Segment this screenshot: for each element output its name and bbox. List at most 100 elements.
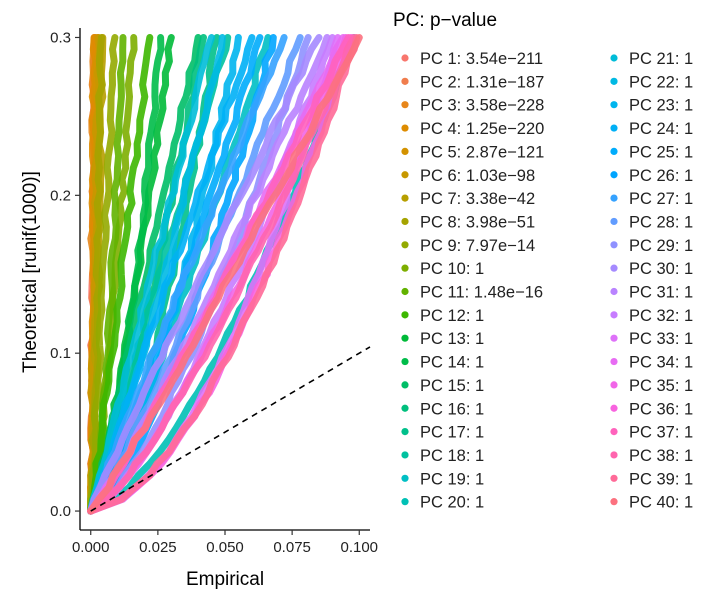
legend: PC: p−value PC 1: 3.54e−211 PC 2: 1.31e−1… xyxy=(393,10,693,512)
legend-item: PC 11: 1.48e−16 xyxy=(401,284,543,302)
legend-label: PC 21: 1 xyxy=(629,50,693,68)
legend-item: PC 37: 1 xyxy=(610,424,693,442)
legend-label: PC 11: 1.48e−16 xyxy=(420,284,543,302)
legend-label: PC 16: 1 xyxy=(420,400,484,418)
legend-swatch xyxy=(401,404,409,412)
legend-item: PC 38: 1 xyxy=(610,447,693,465)
legend-item: PC 32: 1 xyxy=(610,307,693,325)
legend-item: PC 17: 1 xyxy=(401,424,484,442)
legend-label: PC 17: 1 xyxy=(420,424,484,442)
y-tick-label: 0.3 xyxy=(50,29,71,46)
legend-item: PC 31: 1 xyxy=(610,284,693,302)
legend-swatch xyxy=(610,171,618,179)
legend-label: PC 3: 3.58e−228 xyxy=(420,97,544,115)
legend-swatch xyxy=(401,334,409,342)
legend-item: PC 8: 3.98e−51 xyxy=(401,213,535,231)
legend-label: PC 2: 1.31e−187 xyxy=(420,73,544,91)
legend-swatch xyxy=(401,287,409,296)
legend-item: PC 5: 2.87e−121 xyxy=(401,143,544,161)
legend-label: PC 22: 1 xyxy=(629,73,693,91)
legend-swatch xyxy=(401,171,409,179)
legend-label: PC 4: 1.25e−220 xyxy=(420,120,544,138)
legend-label: PC 7: 3.38e−42 xyxy=(420,190,535,208)
legend-item: PC 29: 1 xyxy=(610,237,693,255)
x-tick-label: 0.050 xyxy=(206,539,244,556)
y-axis-ticks: 0.0 0.1 0.2 0.3 xyxy=(50,29,80,520)
legend-swatch xyxy=(610,428,618,436)
y-tick-label: 0.2 xyxy=(50,187,71,204)
legend-item: PC 24: 1 xyxy=(610,120,693,138)
legend-swatch xyxy=(401,101,409,109)
legend-item: PC 15: 1 xyxy=(401,377,484,395)
legend-label: PC 40: 1 xyxy=(629,494,693,512)
legend-item: PC 26: 1 xyxy=(610,167,693,185)
series-line-pc-30 xyxy=(87,34,323,515)
x-tick-label: 0.100 xyxy=(340,539,378,556)
legend-item: PC 22: 1 xyxy=(610,73,693,91)
legend-item: PC 36: 1 xyxy=(610,400,693,418)
legend-swatch xyxy=(610,264,618,272)
legend-item: PC 7: 3.38e−42 xyxy=(401,190,535,208)
legend-swatch xyxy=(401,124,409,132)
legend-swatch xyxy=(610,498,618,506)
legend-swatch xyxy=(401,498,409,506)
x-axis-title: Empirical xyxy=(186,569,264,590)
legend-swatch xyxy=(401,194,409,202)
y-axis-title: Theoretical [runif(1000)] xyxy=(20,171,41,373)
legend-item: PC 23: 1 xyxy=(610,97,693,115)
legend-label: PC 15: 1 xyxy=(420,377,484,395)
legend-title: PC: p−value xyxy=(393,10,497,31)
legend-swatch xyxy=(610,194,618,202)
legend-item: PC 30: 1 xyxy=(610,260,693,278)
legend-item: PC 20: 1 xyxy=(401,494,484,512)
legend-label: PC 33: 1 xyxy=(629,330,693,348)
legend-item: PC 27: 1 xyxy=(610,190,693,208)
legend-label: PC 13: 1 xyxy=(420,330,484,348)
legend-label: PC 20: 1 xyxy=(420,494,484,512)
legend-item: PC 21: 1 xyxy=(610,50,693,68)
legend-item: PC 14: 1 xyxy=(401,354,484,372)
legend-item: PC 16: 1 xyxy=(401,400,484,418)
series-line-pc-27 xyxy=(87,34,288,515)
legend-swatch xyxy=(610,217,618,226)
legend-label: PC 24: 1 xyxy=(629,120,693,138)
legend-swatch xyxy=(610,77,618,85)
legend-label: PC 28: 1 xyxy=(629,213,693,231)
legend-swatch xyxy=(610,381,618,389)
legend-swatch xyxy=(610,124,618,132)
legend-label: PC 37: 1 xyxy=(629,424,693,442)
legend-label: PC 9: 7.97e−14 xyxy=(420,237,535,255)
series-line-pc-39 xyxy=(87,34,361,515)
legend-label: PC 19: 1 xyxy=(420,470,484,488)
x-axis-ticks: 0.000 0.025 0.050 0.075 0.100 xyxy=(72,530,378,556)
legend-label: PC 1: 3.54e−211 xyxy=(420,50,543,68)
legend-swatch xyxy=(401,264,409,272)
legend-swatch xyxy=(610,334,618,342)
legend-swatch xyxy=(401,77,409,85)
legend-item: PC 19: 1 xyxy=(401,470,484,488)
legend-item: PC 34: 1 xyxy=(610,354,693,372)
legend-swatch xyxy=(610,357,618,366)
legend-label: PC 29: 1 xyxy=(629,237,693,255)
legend-swatch xyxy=(401,311,409,319)
legend-item: PC 12: 1 xyxy=(401,307,484,325)
y-tick-label: 0.0 xyxy=(50,503,71,520)
legend-item: PC 13: 1 xyxy=(401,330,484,348)
legend-label: PC 23: 1 xyxy=(629,97,693,115)
legend-swatch xyxy=(610,54,618,62)
legend-item: PC 25: 1 xyxy=(610,143,693,161)
legend-label: PC 31: 1 xyxy=(629,284,693,302)
legend-item: PC 9: 7.97e−14 xyxy=(401,237,535,255)
legend-swatch xyxy=(401,357,409,366)
x-tick-label: 0.075 xyxy=(273,539,311,556)
x-tick-label: 0.000 xyxy=(72,539,110,556)
legend-label: PC 39: 1 xyxy=(629,470,693,488)
legend-swatch xyxy=(610,451,618,459)
legend-swatch xyxy=(401,474,409,482)
legend-label: PC 14: 1 xyxy=(420,354,484,372)
legend-item: PC 1: 3.54e−211 xyxy=(401,50,543,68)
legend-label: PC 38: 1 xyxy=(629,447,693,465)
legend-item: PC 39: 1 xyxy=(610,470,693,488)
legend-swatch xyxy=(401,147,409,155)
